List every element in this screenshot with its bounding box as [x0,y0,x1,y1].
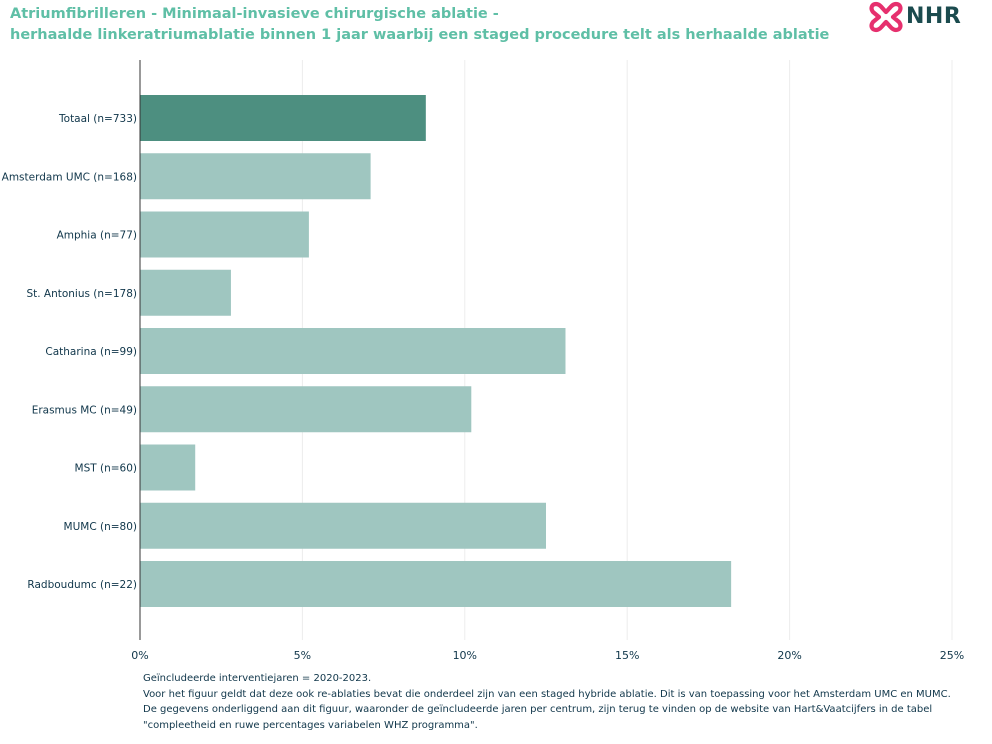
footnote-staged: Voor het figuur geldt dat deze ook re-ab… [143,688,951,700]
category-label-0: Totaal (n=733) [58,113,137,125]
bar-1 [140,153,371,200]
chart-title-line-2: herhaalde linkeratriumablatie binnen 1 j… [10,27,830,43]
chart-title: Atriumfibrilleren - Minimaal-invasieve c… [10,4,830,46]
category-label-6: MST (n=60) [75,463,137,475]
bar-3 [140,269,231,316]
logo-text: NHR [906,4,962,29]
nhr-cross-logo-icon [869,1,903,33]
bar-2 [140,211,309,258]
category-label-3: St. Antonius (n=178) [26,288,137,300]
category-label-1: Amsterdam UMC (n=168) [2,171,137,183]
bar-0 [140,95,426,141]
x-tick-label-1: 5% [294,649,311,662]
chart-title-line-1: Atriumfibrilleren - Minimaal-invasieve c… [10,6,499,22]
x-tick-label-0: 0% [131,649,148,662]
x-tick-label-3: 15% [615,649,639,662]
category-label-7: MUMC (n=80) [64,521,137,533]
category-label-2: Amphia (n=77) [57,230,137,242]
x-tick-label-5: 25% [940,649,964,662]
category-label-4: Catharina (n=99) [45,346,137,358]
category-labels: Totaal (n=733) Amsterdam UMC (n=168) Amphi… [2,113,137,591]
footnote-years: Geïncludeerde interventiejaren = 2020-20… [143,673,372,684]
nhr-logo: NHR [868,0,962,34]
category-label-5: Erasmus MC (n=49) [32,404,137,416]
footnotes: Geïncludeerde interventiejaren = 2020-20… [143,671,983,733]
footnote-source: De gegevens onderliggend aan dit figuur,… [143,704,933,715]
bar-6 [140,444,196,491]
x-tick-label-4: 20% [777,649,801,662]
bar-4 [140,328,566,374]
footnote-table: "compleetheid en ruwe percentages variab… [143,719,478,731]
bars [140,95,732,607]
bar-8 [140,561,732,607]
bar-7 [140,502,546,549]
x-tick-labels: 0% 5% 10% 15% 20% 25% [131,649,964,662]
category-label-8: Radboudumc (n=22) [27,579,137,591]
x-tick-label-2: 10% [453,649,477,662]
bar-5 [140,386,472,433]
